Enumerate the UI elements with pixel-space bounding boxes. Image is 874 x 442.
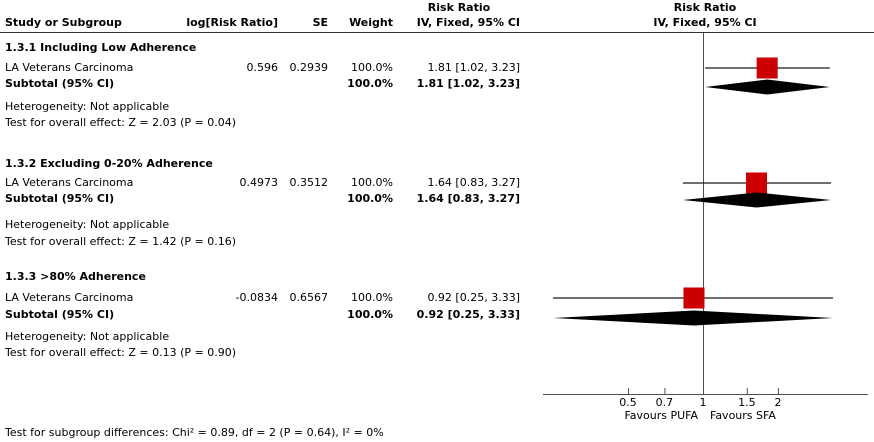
plot-column-method: IV, Fixed, 95% CI <box>653 16 757 29</box>
subtotal-ci-text: 0.92 [0.25, 3.33] <box>416 308 520 321</box>
study-se: 0.3512 <box>289 176 329 189</box>
subgroup-title: 1.3.1 Including Low Adherence <box>5 41 197 54</box>
study-log-rr: -0.0834 <box>235 291 278 304</box>
header-rule <box>0 32 874 33</box>
subgroup-title: 1.3.2 Excluding 0-20% Adherence <box>5 157 213 170</box>
subtotal-weight: 100.0% <box>347 308 393 321</box>
axis-tick-label: 1 <box>699 396 707 409</box>
study-log-rr: 0.596 <box>246 61 279 74</box>
study-ci-text: 0.92 [0.25, 3.33] <box>427 291 520 304</box>
heterogeneity-text: Heterogeneity: Not applicable <box>5 218 170 231</box>
overall-effect-text: Test for overall effect: Z = 1.42 (P = 0… <box>5 235 236 248</box>
overall-effect-text: Test for overall effect: Z = 0.13 (P = 0… <box>5 346 236 359</box>
study-ci-text: 1.81 [1.02, 3.23] <box>427 61 520 74</box>
column-header-se: SE <box>312 16 328 29</box>
study-name: LA Veterans Carcinoma <box>5 61 134 74</box>
subtotal-label: Subtotal (95% CI) <box>5 192 115 205</box>
subtotal-ci-text: 1.64 [0.83, 3.27] <box>416 192 520 205</box>
subtotal-label: Subtotal (95% CI) <box>5 77 115 90</box>
study-effect-square <box>756 57 778 79</box>
study-ci-text: 1.64 [0.83, 3.27] <box>427 176 520 189</box>
study-se: 0.6567 <box>289 291 329 304</box>
axis-tick-label: 0.5 <box>619 396 637 409</box>
heterogeneity-text: Heterogeneity: Not applicable <box>5 330 170 343</box>
subtotal-diamond <box>682 192 832 208</box>
subtotal-weight: 100.0% <box>347 77 393 90</box>
subtotal-diamond <box>705 79 830 95</box>
effect-column-title: Risk Ratio <box>427 1 491 14</box>
axis-tick-label: 0.7 <box>655 396 674 409</box>
heterogeneity-text: Heterogeneity: Not applicable <box>5 100 170 113</box>
axis-tick-label: 1.5 <box>738 396 756 409</box>
study-name: LA Veterans Carcinoma <box>5 291 134 304</box>
study-weight: 100.0% <box>351 291 393 304</box>
study-weight: 100.0% <box>351 61 393 74</box>
plot-column-title: Risk Ratio <box>673 1 737 14</box>
subgroup-difference-test: Test for subgroup differences: Chi² = 0.… <box>5 426 384 439</box>
study-effect-square <box>683 287 705 309</box>
subtotal-weight: 100.0% <box>347 192 393 205</box>
study-log-rr: 0.4973 <box>239 176 279 189</box>
overall-effect-text: Test for overall effect: Z = 2.03 (P = 0… <box>5 116 236 129</box>
study-weight: 100.0% <box>351 176 393 189</box>
axis-tick-label: 2 <box>774 396 782 409</box>
column-header-log-risk-ratio: log[Risk Ratio] <box>186 16 278 29</box>
column-header-weight: Weight <box>349 16 393 29</box>
column-header-study: Study or Subgroup <box>5 16 122 29</box>
subtotal-label: Subtotal (95% CI) <box>5 308 115 321</box>
column-header-ci: IV, Fixed, 95% CI <box>416 16 520 29</box>
subgroup-title: 1.3.3 >80% Adherence <box>5 270 146 283</box>
study-name: LA Veterans Carcinoma <box>5 176 134 189</box>
subtotal-diamond <box>553 310 834 326</box>
favours-left-label: Favours PUFA <box>624 409 698 422</box>
subtotal-ci-text: 1.81 [1.02, 3.23] <box>416 77 520 90</box>
favours-right-label: Favours SFA <box>710 409 776 422</box>
study-se: 0.2939 <box>289 61 329 74</box>
study-effect-square <box>745 172 767 194</box>
